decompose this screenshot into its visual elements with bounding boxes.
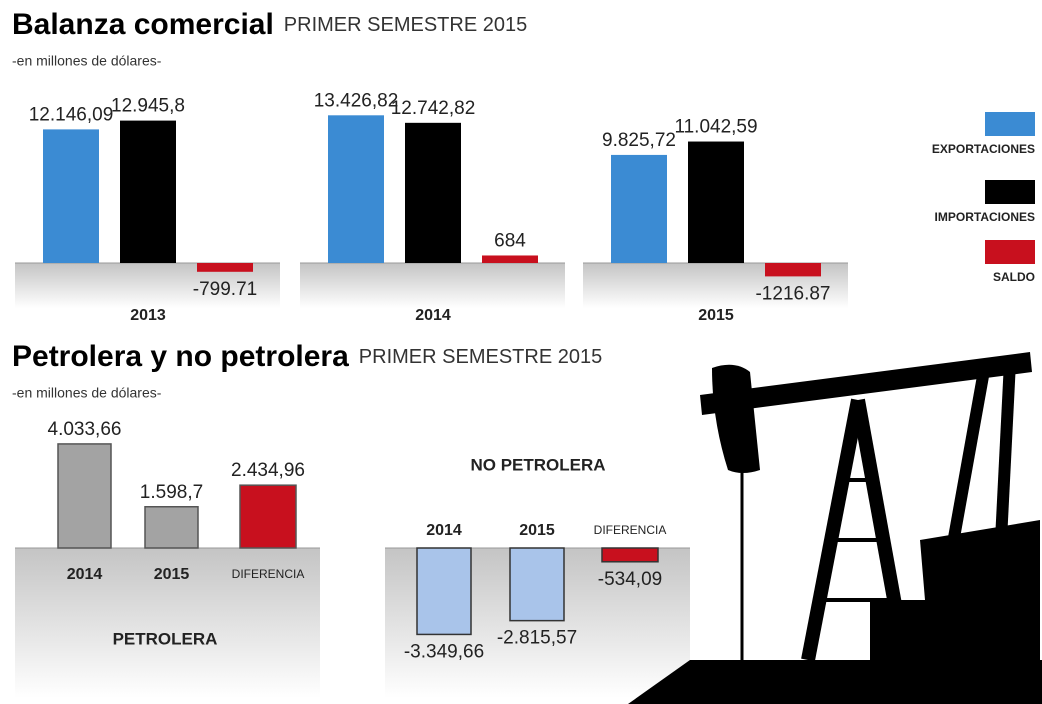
bar bbox=[509, 547, 565, 622]
subtitle: PRIMER SEMESTRE 2015 bbox=[359, 346, 602, 368]
unit-note: -en millones de dólares- bbox=[12, 385, 162, 401]
bar bbox=[611, 154, 667, 263]
panel-title: NO PETROLERA bbox=[470, 455, 605, 474]
subtitle: PRIMER SEMESTRE 2015 bbox=[284, 14, 527, 36]
value-label: -1216.87 bbox=[755, 283, 830, 304]
value-label: -3.349,66 bbox=[404, 641, 484, 662]
x-tick-label: 2015 bbox=[698, 307, 734, 324]
bar bbox=[601, 547, 659, 563]
bar bbox=[120, 120, 176, 264]
value-label: -2.815,57 bbox=[497, 628, 577, 649]
value-label: 12.146,09 bbox=[29, 104, 114, 125]
value-label: 2.434,96 bbox=[231, 460, 305, 481]
x-tick-label: 2014 bbox=[426, 522, 462, 539]
x-tick-label: 2015 bbox=[154, 566, 190, 583]
bar bbox=[144, 506, 199, 549]
bar bbox=[239, 484, 297, 549]
bar bbox=[688, 141, 744, 263]
value-label: 12.742,82 bbox=[391, 98, 476, 119]
value-label: 1.598,7 bbox=[140, 482, 203, 503]
legend-swatch bbox=[985, 240, 1035, 264]
value-label: 684 bbox=[494, 230, 526, 251]
title-main: Balanza comercial bbox=[12, 8, 274, 41]
bar bbox=[405, 122, 461, 263]
bar bbox=[416, 547, 472, 636]
x-tick-label: 2014 bbox=[415, 307, 451, 324]
panel-background bbox=[15, 548, 320, 698]
bar bbox=[765, 263, 821, 277]
value-label: -799.71 bbox=[193, 279, 257, 300]
title: Petrolera y no petrolera PRIMER SEMESTRE … bbox=[12, 340, 602, 373]
bar bbox=[328, 115, 384, 263]
bar bbox=[57, 443, 112, 549]
title-main: Petrolera y no petrolera bbox=[12, 340, 349, 373]
value-label: 4.033,66 bbox=[48, 419, 122, 440]
value-label: -534,09 bbox=[598, 569, 662, 590]
x-tick-label: 2014 bbox=[67, 566, 103, 583]
pump-silhouette bbox=[628, 352, 1042, 704]
value-label: 12.945,8 bbox=[111, 96, 185, 117]
x-tick-label: DIFERENCIA bbox=[232, 567, 305, 581]
title: Balanza comercial PRIMER SEMESTRE 2015 bbox=[12, 8, 527, 41]
x-tick-label: 2015 bbox=[519, 522, 555, 539]
x-tick-label: DIFERENCIA bbox=[594, 523, 667, 537]
x-tick-label: 2013 bbox=[130, 307, 166, 324]
value-label: 9.825,72 bbox=[602, 130, 676, 151]
legend-label: SALDO bbox=[993, 270, 1035, 284]
bar bbox=[482, 255, 538, 263]
legend-label: IMPORTACIONES bbox=[935, 210, 1035, 224]
unit-note: -en millones de dólares- bbox=[12, 53, 162, 69]
bar bbox=[197, 263, 253, 272]
legend-swatch bbox=[985, 112, 1035, 136]
legend-swatch bbox=[985, 180, 1035, 204]
value-label: 11.042,59 bbox=[674, 117, 757, 138]
legend-label: EXPORTACIONES bbox=[932, 142, 1035, 156]
panel-label: PETROLERA bbox=[113, 629, 218, 648]
value-label: 13.426,82 bbox=[314, 90, 399, 111]
bar bbox=[43, 129, 99, 263]
panel-background bbox=[300, 263, 565, 308]
